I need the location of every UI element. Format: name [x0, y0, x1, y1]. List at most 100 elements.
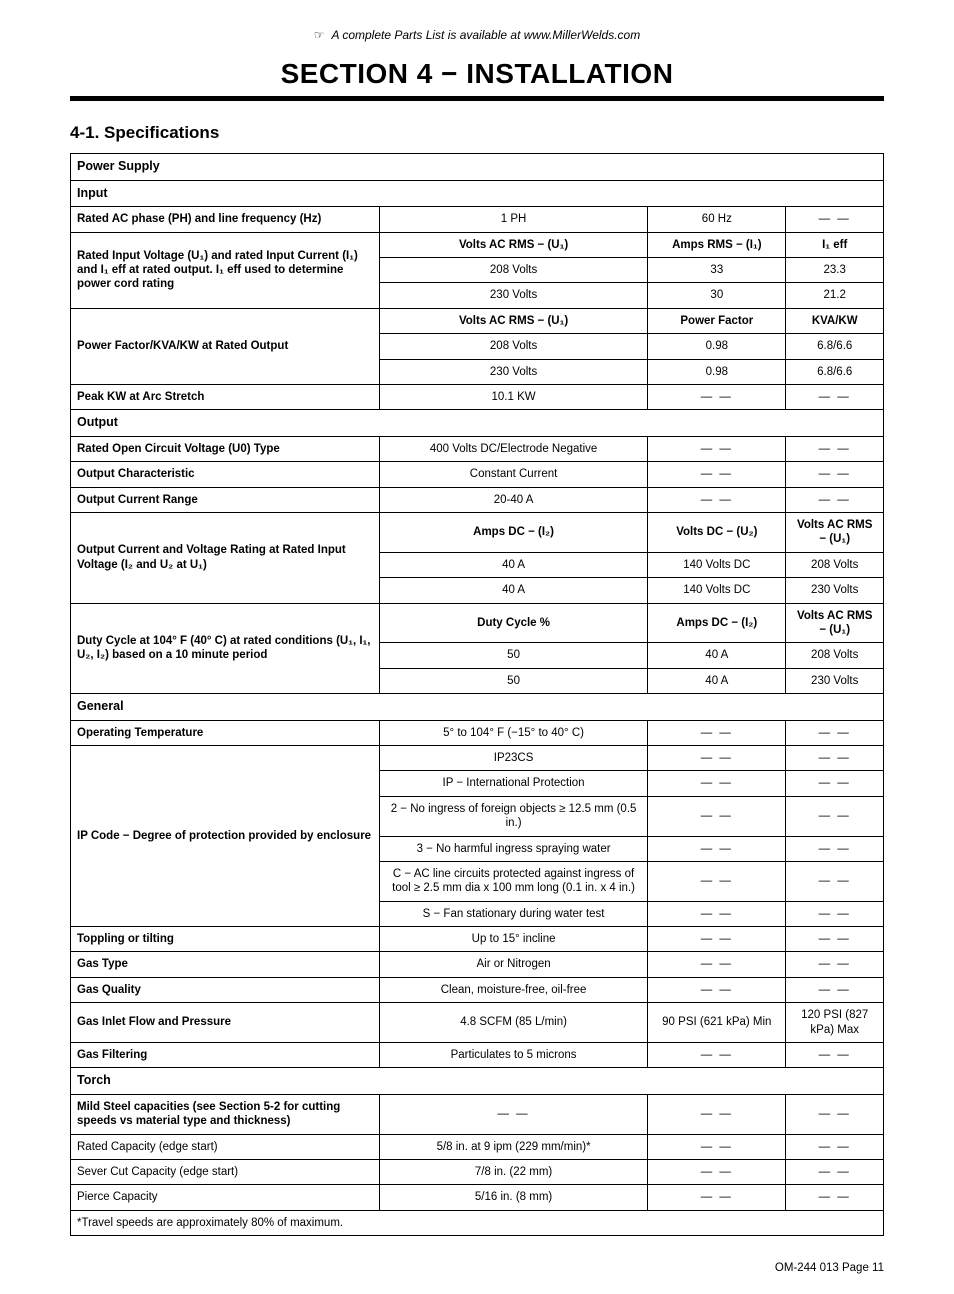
cell-value: — — [786, 836, 884, 861]
cell-value: 400 Volts DC/Electrode Negative [379, 436, 647, 461]
cell-value: 208 Volts [379, 334, 647, 359]
cell-value: — — [786, 720, 884, 745]
section-title: SECTION 4 − INSTALLATION [70, 58, 884, 96]
cell-value: — — [648, 462, 786, 487]
row-ac-phase: Rated AC phase (PH) and line frequency (… [71, 207, 884, 232]
cell-label: Operating Temperature [71, 720, 380, 745]
cell-label: Duty Cycle at 104° F (40° C) at rated co… [71, 603, 380, 694]
cell-value: 230 Volts [379, 283, 647, 308]
spec-table: Power Supply Input Rated AC phase (PH) a… [70, 153, 884, 1236]
cell-value: — — [648, 746, 786, 771]
cell-value: 5° to 104° F (−15° to 40° C) [379, 720, 647, 745]
cell-value: C − AC line circuits protected against i… [379, 861, 647, 901]
cell-value: 50 [379, 643, 647, 668]
cell-value: Particulates to 5 microns [379, 1042, 647, 1067]
cell-value: — — [648, 861, 786, 901]
section-label: Input [71, 180, 884, 207]
cell-value: 6.8/6.6 [786, 359, 884, 384]
section-output: Output [71, 410, 884, 437]
cell-value: — — [648, 1134, 786, 1159]
cell-subheader: Amps RMS − (I₁) [648, 232, 786, 257]
section-label: General [71, 694, 884, 721]
cell-value: IP23CS [379, 746, 647, 771]
cell-value: 0.98 [648, 334, 786, 359]
cell-label: Mild Steel capacities (see Section 5-2 f… [71, 1094, 380, 1134]
cell-subheader: KVA/KW [786, 308, 884, 333]
cell-subheader: Amps DC − (I₂) [648, 603, 786, 643]
cell-value: — — [648, 487, 786, 512]
cell-value: — — [648, 952, 786, 977]
row-footnote: *Travel speeds are approximately 80% of … [71, 1210, 884, 1235]
row-mild-steel: Mild Steel capacities (see Section 5-2 f… [71, 1094, 884, 1134]
row-gas-flow: Gas Inlet Flow and Pressure 4.8 SCFM (85… [71, 1003, 884, 1043]
cell-subheader: I₁ eff [786, 232, 884, 257]
cell-label: Rated AC phase (PH) and line frequency (… [71, 207, 380, 232]
spec-subheading: 4-1. Specifications [70, 123, 884, 143]
cell-value: 10.1 KW [379, 384, 647, 409]
cell-value: IP − International Protection [379, 771, 647, 796]
cell-label: Gas Inlet Flow and Pressure [71, 1003, 380, 1043]
section-label: Output [71, 410, 884, 437]
cell-value: 230 Volts [379, 359, 647, 384]
cell-value: 6.8/6.6 [786, 334, 884, 359]
cell-value: — — [786, 1185, 884, 1210]
cell-footnote: *Travel speeds are approximately 80% of … [71, 1210, 884, 1235]
cell-value: 120 PSI (827 kPa) Max [786, 1003, 884, 1043]
cell-value: S − Fan stationary during water test [379, 901, 647, 926]
cell-value: — — [786, 927, 884, 952]
cell-value: — — [786, 1094, 884, 1134]
cell-label: Rated Capacity (edge start) [71, 1134, 380, 1159]
cell-subheader: Duty Cycle % [379, 603, 647, 643]
cell-value: 208 Volts [786, 552, 884, 577]
cell-value: — — [786, 796, 884, 836]
cell-label: Rated Input Voltage (U₁) and rated Input… [71, 232, 380, 308]
cell-value: — — [648, 720, 786, 745]
row-output-range: Output Current Range 20-40 A — — — — [71, 487, 884, 512]
cell-value: — — [379, 1094, 647, 1134]
cell-value: 21.2 [786, 283, 884, 308]
cell-value: — — [786, 1042, 884, 1067]
row-power-factor-header: Power Factor/KVA/KW at Rated Output Volt… [71, 308, 884, 333]
cell-label: IP Code − Degree of protection provided … [71, 746, 380, 927]
cell-label: Gas Quality [71, 977, 380, 1002]
row-gas-type: Gas Type Air or Nitrogen — — — — [71, 952, 884, 977]
cell-value: 30 [648, 283, 786, 308]
row-gas-quality: Gas Quality Clean, moisture-free, oil-fr… [71, 977, 884, 1002]
cell-value: — — [786, 462, 884, 487]
cell-value: — — [786, 1134, 884, 1159]
cell-value: — — [648, 901, 786, 926]
cell-value: 140 Volts DC [648, 552, 786, 577]
cell-value: — — [648, 1185, 786, 1210]
cell-value: 23.3 [786, 258, 884, 283]
cell-subheader: Volts AC RMS − (U₁) [379, 232, 647, 257]
cell-value: — — [786, 436, 884, 461]
row-op-temp: Operating Temperature 5° to 104° F (−15°… [71, 720, 884, 745]
section-label: Power Supply [71, 154, 884, 181]
row-peak-kw: Peak KW at Arc Stretch 10.1 KW — — — — [71, 384, 884, 409]
cell-value: — — [786, 487, 884, 512]
cell-value: — — [786, 384, 884, 409]
row-open-circuit: Rated Open Circuit Voltage (U0) Type 400… [71, 436, 884, 461]
cell-value: 40 A [379, 552, 647, 577]
cell-label: Gas Type [71, 952, 380, 977]
cell-value: 3 − No harmful ingress spraying water [379, 836, 647, 861]
cell-value: — — [786, 207, 884, 232]
row-gas-filtering: Gas Filtering Particulates to 5 microns … [71, 1042, 884, 1067]
cell-value: — — [648, 771, 786, 796]
cell-value: — — [648, 1042, 786, 1067]
cell-value: 5/8 in. at 9 ipm (229 mm/min)* [379, 1134, 647, 1159]
cell-value: 0.98 [648, 359, 786, 384]
cell-value: — — [648, 796, 786, 836]
row-sever-cut: Sever Cut Capacity (edge start) 7/8 in. … [71, 1160, 884, 1185]
cell-value: 2 − No ingress of foreign objects ≥ 12.5… [379, 796, 647, 836]
top-parts-note: ☞ A complete Parts List is available at … [70, 28, 884, 42]
cell-value: 230 Volts [786, 578, 884, 603]
title-rule [70, 96, 884, 101]
cell-label: Rated Open Circuit Voltage (U0) Type [71, 436, 380, 461]
cell-value: — — [648, 977, 786, 1002]
cell-value: 208 Volts [786, 643, 884, 668]
cell-subheader: Volts AC RMS − (U₁) [786, 603, 884, 643]
section-torch: Torch [71, 1068, 884, 1095]
cell-value: 40 A [379, 578, 647, 603]
cell-value: 20-40 A [379, 487, 647, 512]
